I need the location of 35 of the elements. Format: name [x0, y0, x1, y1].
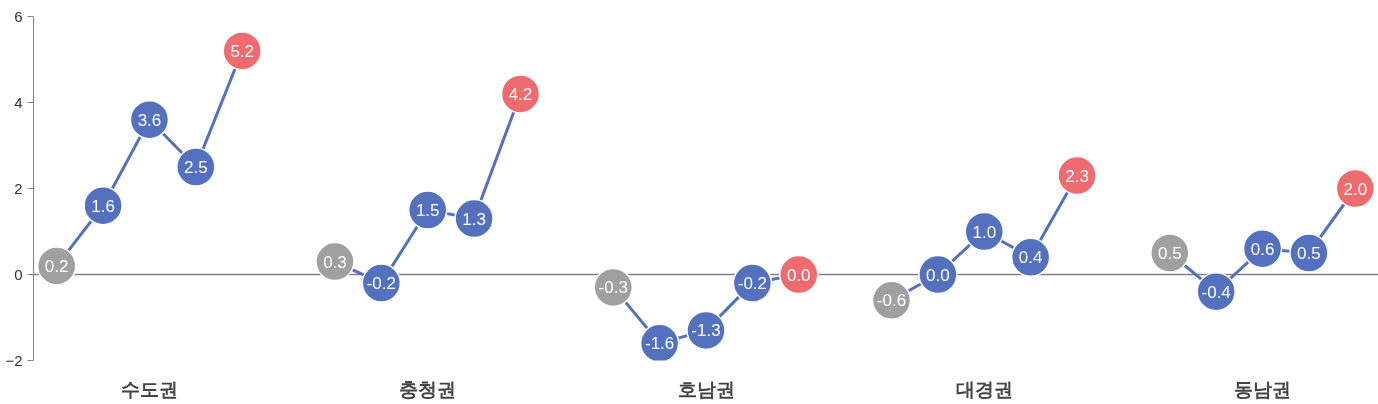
data-label: 5.2	[230, 41, 255, 61]
data-label: 0.0	[786, 265, 811, 285]
x-tick-label: 대경권	[955, 378, 1013, 400]
data-label: 0.0	[926, 265, 950, 285]
y-tick-label: 2	[14, 179, 23, 197]
data-label: 1.5	[415, 201, 440, 220]
x-tick-label: 호남권	[677, 378, 735, 400]
y-tick-label: 4	[14, 93, 23, 111]
data-label: -0.2	[366, 274, 396, 294]
data-label: 0.2	[44, 256, 69, 276]
x-tick-label: 동남권	[1234, 378, 1292, 400]
data-label: 2.0	[1343, 179, 1368, 199]
x-tick-label: 충청권	[399, 378, 457, 400]
data-label: 0.5	[1157, 244, 1182, 263]
data-label: -1.3	[691, 321, 721, 341]
data-label: 0.6	[1250, 239, 1275, 259]
data-label: 0.4	[1018, 248, 1043, 268]
data-label: -0.4	[1201, 282, 1231, 302]
data-label: 2.5	[184, 158, 208, 177]
data-label: 3.6	[137, 110, 162, 130]
y-tick-label: 6	[14, 7, 23, 25]
x-tick-label: 수도권	[120, 378, 178, 400]
y-tick-label: 0	[14, 265, 23, 283]
data-label: 0.3	[323, 252, 347, 272]
data-label: 1.3	[462, 209, 486, 229]
data-label: -1.6	[644, 334, 675, 354]
data-label: 4.2	[508, 84, 533, 104]
data-label: 0.5	[1297, 244, 1321, 263]
data-label: -0.2	[737, 274, 768, 294]
y-tick-label: −2	[5, 351, 23, 369]
data-label: 1.0	[972, 222, 997, 242]
data-label: 1.6	[91, 196, 115, 216]
data-label: -0.3	[598, 278, 628, 298]
data-label: 2.3	[1065, 166, 1089, 186]
data-label: -0.6	[876, 291, 907, 311]
